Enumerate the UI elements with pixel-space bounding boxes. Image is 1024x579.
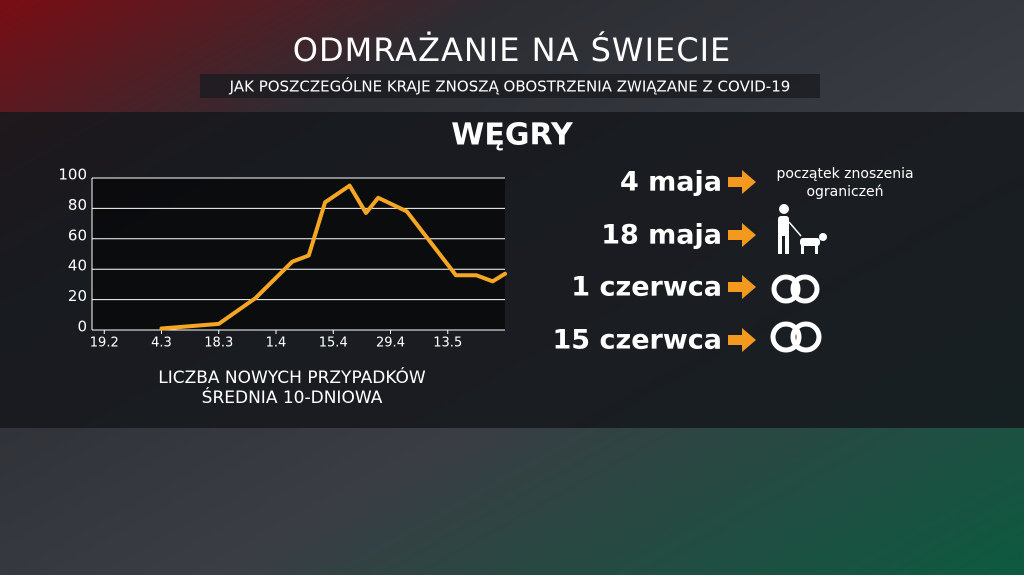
date: 4 maja <box>620 167 722 198</box>
title: ODMRAŻANIE NA ŚWIECIE <box>293 30 731 69</box>
caption: ŚREDNIA 10-DNIOWA <box>202 386 383 408</box>
x-tick-label: 19.2 <box>90 336 119 351</box>
x-tick-label: 4.3 <box>151 336 172 351</box>
x-tick-label: 29.4 <box>376 336 405 351</box>
chart: 0 20 40 60 80 100 19.2 4.3 18.3 1.4 15.4 29.4 13.5 <box>58 166 507 351</box>
x-tick-label: 15.4 <box>319 336 348 351</box>
y-tick-label: 0 <box>77 318 87 336</box>
arrows <box>728 170 756 352</box>
y-tick-label: 60 <box>68 226 87 244</box>
plot-area <box>92 178 505 330</box>
date: 15 czerwca <box>553 325 723 356</box>
x-tick-label: 18.3 <box>204 336 233 351</box>
caption: LICZBA NOWYCH PRZYPADKÓW <box>158 366 426 388</box>
note: ograniczeń <box>806 184 883 200</box>
country: WĘGRY <box>451 118 574 153</box>
subtitle: JAK POSZCZEGÓLNE KRAJE ZNOSZĄ OBOSTRZENI… <box>229 77 791 96</box>
x-tick-label: 13.5 <box>433 336 462 351</box>
date: 18 maja <box>601 220 722 251</box>
note: początek znoszenia <box>776 166 913 182</box>
rings-icon <box>770 274 822 353</box>
x-tick-label: 1.4 <box>266 336 287 351</box>
y-tick-label: 100 <box>58 166 87 184</box>
y-tick-label: 40 <box>68 257 87 275</box>
walker-icon <box>778 204 827 254</box>
line <box>159 183 507 331</box>
date: 1 czerwca <box>571 272 722 303</box>
y-tick-label: 80 <box>68 196 87 214</box>
y-tick-label: 20 <box>68 287 87 305</box>
subtitle-box <box>200 74 820 98</box>
